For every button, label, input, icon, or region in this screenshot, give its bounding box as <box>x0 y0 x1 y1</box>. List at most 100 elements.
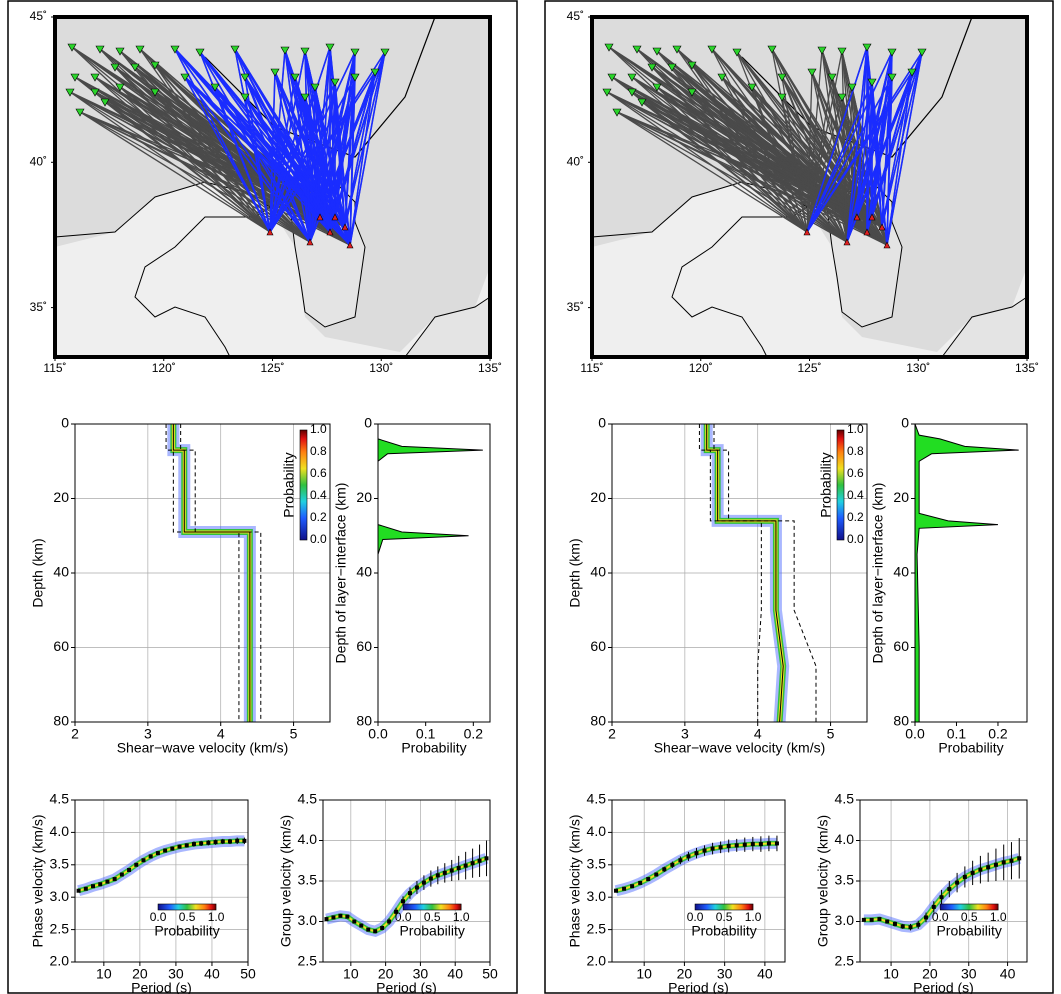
station <box>632 45 642 54</box>
observation <box>206 840 211 845</box>
plot-frame <box>74 423 331 723</box>
x-tick-label: 40 <box>757 966 773 982</box>
station <box>380 48 390 57</box>
receiver <box>326 228 334 236</box>
x-tick-label: 10 <box>96 966 112 982</box>
x-tick-label: 120˚ <box>689 361 713 375</box>
x-tick-label: 4 <box>754 726 762 742</box>
observation <box>892 921 897 926</box>
x-tick-label: 10 <box>343 966 359 982</box>
observation <box>435 873 440 878</box>
y-tick-label: 2.5 <box>587 920 607 936</box>
observation <box>670 862 675 867</box>
selected-ray-path <box>214 86 271 233</box>
border <box>204 16 436 158</box>
y-axis-label: Depth of layer−interface (km) <box>870 483 886 664</box>
x-tick-label: 125˚ <box>260 361 284 375</box>
observation <box>83 886 88 891</box>
selected-ray-path <box>329 46 336 218</box>
selected-ray-path <box>344 71 376 228</box>
y-tick-label: 35˚ <box>30 300 47 314</box>
colorbar-label: Probability <box>691 923 756 939</box>
x-axis-label: Shear−wave velocity (km/s) <box>117 740 289 756</box>
y-tick-label: 40˚ <box>567 154 584 168</box>
selected-ray-path <box>806 81 873 233</box>
observation <box>421 880 426 885</box>
colorbar <box>836 429 845 541</box>
map-sea <box>55 182 490 357</box>
receiver <box>331 213 339 221</box>
x-axis-label: Period (s) <box>376 980 437 994</box>
station <box>150 88 160 97</box>
ray-path <box>616 111 888 246</box>
x-tick-label: 0.2 <box>988 726 1008 742</box>
observation <box>324 917 329 922</box>
receiver <box>266 228 274 236</box>
selected-ray-path <box>214 86 311 243</box>
x-tick-label: 40 <box>447 966 463 982</box>
observation <box>947 887 952 892</box>
y-axis-label: Depth (km) <box>567 538 583 607</box>
y-tick-label: 80 <box>590 713 606 729</box>
station <box>290 73 300 82</box>
receiver <box>863 228 871 236</box>
observation <box>345 914 350 919</box>
x-tick-label: 3 <box>681 726 689 742</box>
station <box>687 61 697 70</box>
x-tick-label: 20 <box>677 966 693 982</box>
station <box>325 43 335 52</box>
x-tick-label: 3 <box>144 726 152 742</box>
y-tick-label: 4.5 <box>298 791 318 807</box>
observation <box>199 841 204 846</box>
selected-ray-path <box>309 81 336 243</box>
selected-ray-path <box>846 46 868 243</box>
selected-ray-path <box>349 51 386 246</box>
observation <box>470 861 475 866</box>
colorbar <box>939 903 999 911</box>
station <box>637 98 647 107</box>
colorbar-tick-label: 0.4 <box>310 488 327 502</box>
selected-ray-path <box>886 71 913 246</box>
station <box>827 73 837 82</box>
x-tick-label: 5 <box>827 726 835 742</box>
station <box>67 43 77 52</box>
y-axis-label: Phase velocity (km/s) <box>567 814 583 947</box>
observation <box>366 927 371 932</box>
observation <box>869 917 874 922</box>
ray-path <box>104 101 271 233</box>
observation <box>484 856 489 861</box>
colorbar-tick-label: 1.0 <box>310 422 327 436</box>
colorbar-label: Probability <box>281 452 297 517</box>
selected-ray-path <box>866 71 913 233</box>
colorbar <box>402 903 462 911</box>
colorbar-label: Probability <box>818 452 834 517</box>
x-tick-label: 4 <box>217 726 225 742</box>
observation <box>170 846 175 851</box>
y-tick-label: 0 <box>364 415 372 431</box>
station <box>652 83 662 92</box>
x-tick-label: 130˚ <box>906 361 930 375</box>
y-tick-label: 4.0 <box>298 831 318 847</box>
ray-path <box>79 111 351 246</box>
observation <box>184 843 189 848</box>
y-tick-label: 2.5 <box>835 953 855 969</box>
selected-ray-path <box>806 71 913 233</box>
selected-ray-path <box>304 96 311 243</box>
mean-profile <box>172 424 251 722</box>
selected-ray-path <box>174 48 311 243</box>
station <box>95 45 105 54</box>
station <box>100 98 110 107</box>
ray-path <box>641 101 873 218</box>
selected-ray-path <box>856 51 893 218</box>
station <box>65 88 75 97</box>
selected-ray-path <box>856 76 893 218</box>
selected-ray-path <box>344 76 356 228</box>
x-tick-label: 2 <box>608 726 616 742</box>
receiver <box>883 241 891 249</box>
station <box>180 73 190 82</box>
ray-path <box>781 96 808 233</box>
station <box>607 73 617 82</box>
x-tick-label: 30 <box>413 966 429 982</box>
observation <box>734 843 739 848</box>
